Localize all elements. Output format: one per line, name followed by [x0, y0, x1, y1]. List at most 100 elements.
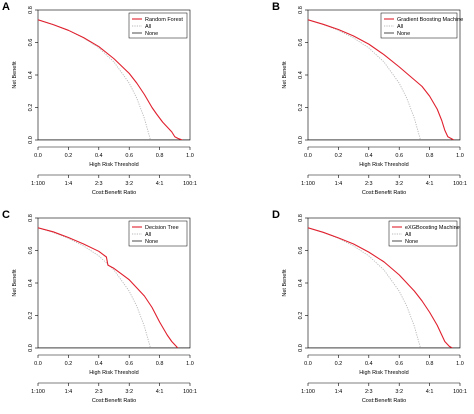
y-axis-title: Net Benefit	[282, 269, 288, 297]
y-tick-label: 0.2	[28, 104, 34, 112]
legend-entry: Random Forest	[145, 17, 183, 23]
y-tick-label: 0.6	[28, 39, 34, 47]
ratio-tick-label: 3:2	[125, 389, 133, 395]
legend-entry: None	[145, 31, 158, 37]
legend-entry: None	[405, 239, 418, 245]
y-tick-label: 0.6	[298, 247, 304, 255]
x-tick-label: 1.0	[186, 361, 194, 367]
y-tick-label: 0.4	[28, 71, 34, 79]
y-axis-title: Net Benefit	[12, 269, 18, 297]
x-tick-label: 0.2	[335, 153, 343, 159]
y-tick-label: 0.8	[28, 6, 34, 14]
panel-label: B	[272, 1, 280, 13]
x-tick-label: 0.6	[395, 153, 403, 159]
x-tick-label: 0.2	[65, 361, 73, 367]
chart-panel-d: D 0.0 0.2 0.4 0.6 0.8 Net Benefit 0.0 0.2 0.4 0.6 0…	[272, 209, 467, 404]
chart-panel-c: C 0.0 0.2 0.4 0.6 0.8 Net Benefit 0.0 0.2 0.4 0.6 0…	[2, 209, 197, 404]
x-tick-label: 0.4	[365, 361, 373, 367]
y-tick-label: 0.4	[28, 279, 34, 287]
ratio-tick-label: 2:3	[365, 181, 373, 187]
legend-box	[128, 12, 188, 39]
legend-box	[388, 220, 458, 247]
x-axis-title: High Risk Threshold	[359, 370, 408, 376]
ratio-tick-label: 1:100	[301, 181, 315, 187]
ratio-axis-title: Cost:Benefit Ratio	[92, 190, 136, 196]
chart-panel-b: B 0.0 0.2 0.4 0.6 0.8 Net Benefit 0.0 0.2 0.4 0.6 0…	[272, 1, 467, 196]
x-tick-label: 0.8	[426, 361, 434, 367]
legend-box	[128, 220, 188, 247]
x-axis-title: High Risk Threshold	[89, 370, 138, 376]
y-tick-label: 0.0	[298, 136, 304, 144]
ratio-tick-label: 4:1	[156, 389, 164, 395]
x-tick-label: 0.2	[335, 361, 343, 367]
legend-entry: eXGBoosting Machine	[405, 225, 460, 231]
ratio-tick-label: 1:100	[31, 181, 45, 187]
ratio-tick-label: 2:3	[95, 181, 103, 187]
y-tick-label: 0.8	[28, 214, 34, 222]
ratio-tick-label: 1:4	[65, 389, 73, 395]
x-tick-label: 0.8	[426, 153, 434, 159]
x-tick-label: 1.0	[186, 153, 194, 159]
ratio-axis-title: Cost:Benefit Ratio	[362, 398, 406, 404]
x-tick-label: 0.8	[156, 153, 164, 159]
panel-label: D	[272, 209, 280, 221]
series-line-model	[308, 19, 455, 140]
x-tick-label: 0.0	[34, 153, 42, 159]
x-tick-label: 0.6	[125, 361, 133, 367]
y-tick-label: 0.6	[298, 39, 304, 47]
x-tick-label: 0.2	[65, 153, 73, 159]
x-axis-title: High Risk Threshold	[89, 162, 138, 168]
legend-entry: None	[145, 239, 158, 245]
series-line-all	[38, 227, 151, 348]
ratio-tick-label: 3:2	[395, 181, 403, 187]
x-tick-label: 1.0	[456, 361, 464, 367]
legend-entry: Decision Tree	[145, 225, 179, 231]
chart-panel-a: A 0.0 0.2 0.4 0.6 0.8 Net Benefit 0.0 0.2 0.4 0.6 0…	[2, 1, 197, 196]
legend-box	[380, 12, 458, 39]
ratio-tick-label: 100:1	[453, 181, 467, 187]
ratio-tick-label: 1:100	[31, 389, 45, 395]
y-tick-label: 0.8	[298, 6, 304, 14]
y-tick-label: 0.8	[298, 214, 304, 222]
series-line-model	[38, 19, 183, 140]
x-tick-label: 0.0	[34, 361, 42, 367]
x-tick-label: 0.4	[365, 153, 373, 159]
ratio-axis-title: Cost:Benefit Ratio	[362, 190, 406, 196]
x-axis-title: High Risk Threshold	[359, 162, 408, 168]
legend-entry: None	[397, 31, 410, 37]
x-tick-label: 0.8	[156, 361, 164, 367]
x-tick-label: 0.0	[304, 153, 312, 159]
ratio-tick-label: 2:3	[95, 389, 103, 395]
ratio-tick-label: 100:1	[183, 389, 197, 395]
y-tick-label: 0.4	[298, 279, 304, 287]
y-tick-label: 0.4	[298, 71, 304, 79]
legend-entry: All	[405, 232, 411, 238]
ratio-tick-label: 1:4	[335, 389, 343, 395]
y-tick-label: 0.2	[298, 104, 304, 112]
y-tick-label: 0.2	[28, 312, 34, 320]
series-line-model	[38, 227, 179, 348]
y-tick-label: 0.0	[28, 136, 34, 144]
y-axis-title: Net Benefit	[12, 61, 18, 89]
ratio-tick-label: 4:1	[156, 181, 164, 187]
x-tick-label: 0.6	[395, 361, 403, 367]
ratio-tick-label: 4:1	[426, 181, 434, 187]
ratio-tick-label: 3:2	[125, 181, 133, 187]
ratio-tick-label: 3:2	[395, 389, 403, 395]
panel-label: A	[2, 1, 10, 13]
ratio-tick-label: 100:1	[453, 389, 467, 395]
ratio-tick-label: 100:1	[183, 181, 197, 187]
x-tick-label: 0.6	[125, 153, 133, 159]
x-tick-label: 0.4	[95, 361, 103, 367]
ratio-tick-label: 1:4	[335, 181, 343, 187]
x-tick-label: 0.0	[304, 361, 312, 367]
ratio-tick-label: 1:100	[301, 389, 315, 395]
y-axis-title: Net Benefit	[282, 61, 288, 89]
x-tick-label: 0.4	[95, 153, 103, 159]
ratio-tick-label: 4:1	[426, 389, 434, 395]
x-tick-label: 1.0	[456, 153, 464, 159]
ratio-axis-title: Cost:Benefit Ratio	[92, 398, 136, 404]
legend-entry: Gradient Boosting Machine	[397, 17, 463, 23]
y-tick-label: 0.0	[28, 344, 34, 352]
